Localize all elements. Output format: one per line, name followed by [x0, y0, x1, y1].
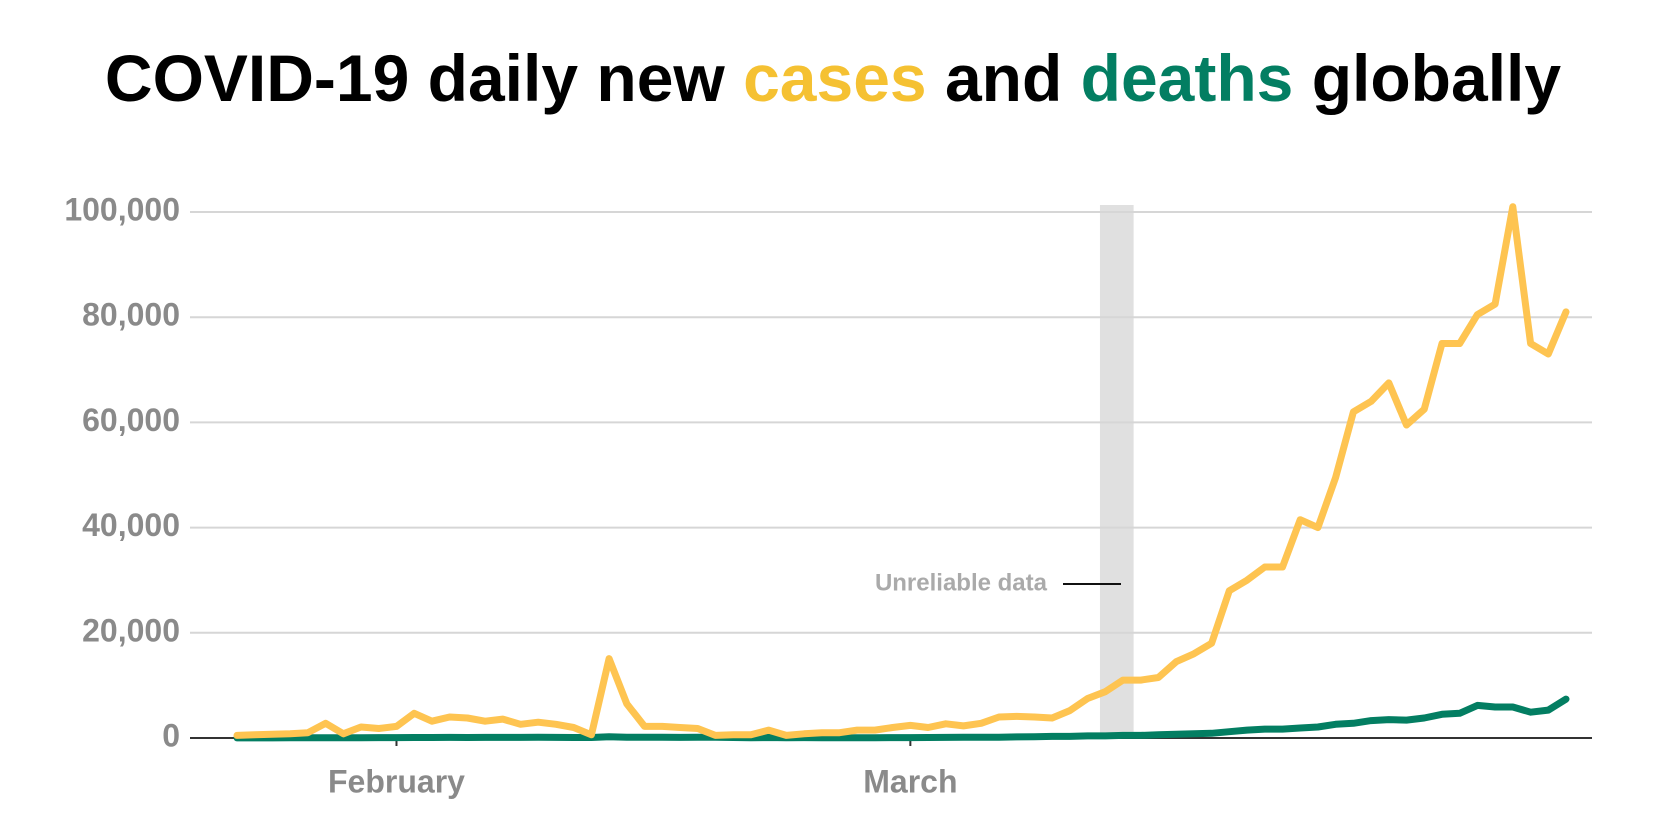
y-tick-label: 100,000	[64, 191, 180, 227]
x-tick-label: February	[328, 763, 465, 799]
title-part: COVID-19 daily new	[105, 41, 743, 115]
title-part: cases	[743, 41, 927, 115]
y-tick-label: 0	[162, 717, 180, 753]
series-line	[233, 695, 1570, 742]
series-line	[233, 203, 1570, 739]
y-tick-label: 60,000	[82, 402, 180, 438]
y-tick-label: 80,000	[82, 297, 180, 333]
title-part: and	[927, 41, 1081, 115]
annotation-label: Unreliable data	[875, 569, 1048, 596]
title-part: globally	[1293, 41, 1561, 115]
title-part: deaths	[1081, 41, 1294, 115]
y-tick-label: 20,000	[82, 612, 180, 648]
x-tick-label: March	[863, 763, 957, 799]
y-tick-label: 40,000	[82, 507, 180, 543]
chart-title: COVID-19 daily new cases and deaths glob…	[105, 41, 1561, 115]
unreliable-band	[1099, 205, 1134, 738]
